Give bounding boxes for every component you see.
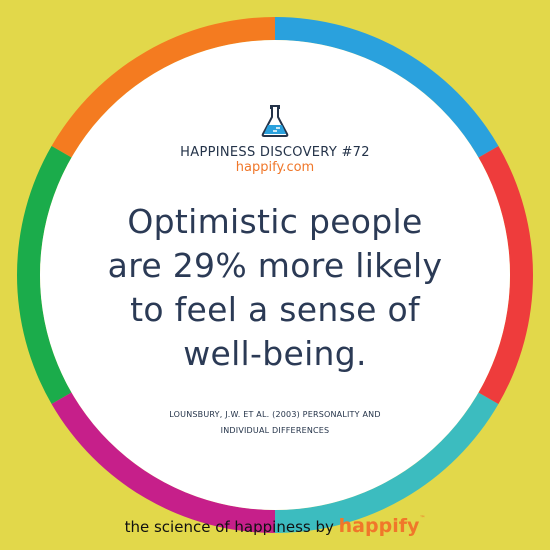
- ring-segment: [275, 392, 499, 533]
- ring-segment: [51, 17, 275, 158]
- quote-line: to feel a sense of: [130, 290, 420, 329]
- ring-segment: [16, 146, 72, 404]
- ring-segment: [51, 392, 275, 533]
- quote-line: well-being.: [183, 334, 367, 373]
- ring-segment: [275, 17, 499, 158]
- quote-line: Optimistic people: [127, 202, 423, 241]
- quote-line: are 29% more likely: [107, 246, 443, 285]
- white-disc: [40, 40, 510, 510]
- quote-text: Optimistic people are 29% more likely to…: [60, 200, 490, 376]
- brand-logo: happify: [338, 515, 420, 537]
- site-link[interactable]: happify.com: [235, 160, 315, 175]
- citation-line: INDIVIDUAL DIFFERENCES: [220, 426, 330, 435]
- discovery-title: HAPPINESS DISCOVERY #72: [180, 145, 370, 160]
- trademark: ™: [419, 515, 426, 522]
- footer-tagline: the science of happiness by: [124, 518, 334, 536]
- citation-line: LOUNSBURY, J.W. ET AL. (2003) PERSONALIT…: [169, 410, 381, 419]
- citation: LOUNSBURY, J.W. ET AL. (2003) PERSONALIT…: [120, 407, 430, 439]
- footer: the science of happiness by happify™: [0, 515, 550, 537]
- ring-segment: [478, 146, 533, 404]
- flask-icon: [261, 105, 289, 137]
